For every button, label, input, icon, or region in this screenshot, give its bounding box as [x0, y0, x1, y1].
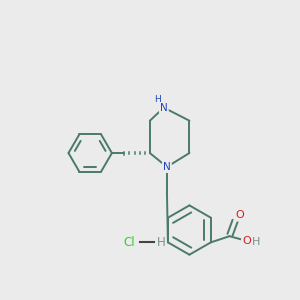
Text: O: O: [242, 236, 251, 246]
Text: H: H: [157, 236, 166, 249]
Text: O: O: [235, 210, 244, 220]
Text: H: H: [252, 237, 260, 248]
Text: Cl: Cl: [123, 236, 135, 249]
Text: N: N: [163, 162, 171, 172]
Text: H: H: [154, 95, 161, 104]
Text: N: N: [160, 103, 168, 112]
